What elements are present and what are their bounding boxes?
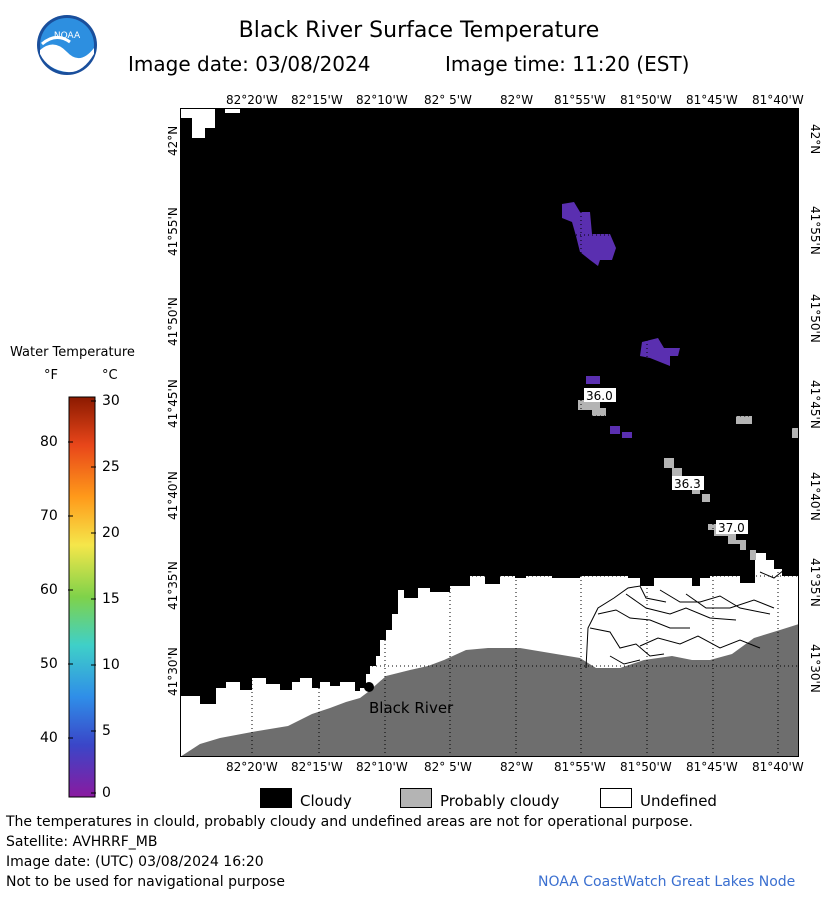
lat-label: 41°45'N	[808, 380, 822, 429]
c-tick: 15	[102, 591, 120, 607]
lon-label: 81°50'W	[620, 93, 672, 107]
lon-label: 82°W	[500, 760, 534, 774]
cold-water-area	[562, 202, 680, 438]
lat-label: 41°55'N	[166, 207, 180, 256]
f-tick: 40	[40, 730, 58, 746]
disclaimer-note: The temperatures in clould, probably clo…	[6, 814, 693, 830]
graticule	[180, 108, 799, 757]
lon-label: 82°10'W	[356, 93, 408, 107]
contour-label-bg	[716, 520, 748, 534]
contour-labels: 36.0 36.3 37.0	[584, 388, 748, 535]
lon-label: 82°20'W	[226, 760, 278, 774]
image-date: Image date: 03/08/2024	[128, 52, 371, 76]
lat-label: 41°35'N	[166, 561, 180, 610]
cloud-area	[180, 108, 799, 704]
lon-label: 81°45'W	[686, 760, 738, 774]
contour-label: 36.0	[586, 389, 613, 403]
cloudy-swatch	[260, 788, 292, 808]
map-frame	[180, 108, 799, 757]
f-tick: 80	[40, 434, 58, 450]
lat-label: 41°55'N	[808, 206, 822, 255]
contour-label-bg	[672, 476, 704, 490]
c-tick: 5	[102, 723, 111, 739]
probably-cloudy-swatch	[400, 788, 432, 808]
credit-link[interactable]: NOAA CoastWatch Great Lakes Node	[538, 874, 796, 890]
lon-label: 81°50'W	[620, 760, 672, 774]
unit-fahrenheit: °F	[44, 368, 58, 383]
c-tick: 0	[102, 785, 111, 801]
unit-celsius: °C	[102, 368, 118, 383]
black-river-marker	[364, 682, 374, 692]
lon-label: 81°40'W	[752, 760, 804, 774]
lat-label: 41°35'N	[808, 558, 822, 607]
lon-label: 81°40'W	[752, 93, 804, 107]
colorbar-title: Water Temperature	[10, 345, 135, 360]
lon-label: 81°55'W	[554, 93, 606, 107]
lon-label: 82°W	[500, 93, 534, 107]
lat-label: 42°N	[166, 125, 180, 156]
nav-warning: Not to be used for navigational purpose	[6, 874, 285, 890]
temperature-map: 36.0 36.3 37.0 Black River	[180, 108, 799, 757]
satellite-info: Satellite: AVHRRF_MB	[6, 834, 158, 850]
probably-cloudy-key-label: Probably cloudy	[440, 792, 560, 810]
lat-label: 42°N	[808, 124, 822, 155]
noaa-logo: NOAA	[36, 14, 98, 76]
lat-label: 41°50'N	[808, 294, 822, 343]
contour-label-bg	[584, 388, 616, 402]
lon-label: 82°20'W	[226, 93, 278, 107]
f-tick: 70	[40, 508, 58, 524]
logo-text: NOAA	[54, 31, 81, 41]
lon-label: 81°45'W	[686, 93, 738, 107]
isotherm-contours	[585, 407, 799, 669]
c-tick: 20	[102, 525, 120, 541]
black-river-label: Black River	[369, 699, 454, 717]
lat-label: 41°30'N	[166, 647, 180, 696]
lon-label: 82°10'W	[356, 760, 408, 774]
c-tick: 30	[102, 393, 120, 409]
undefined-key-label: Undefined	[640, 792, 717, 810]
lat-label: 41°45'N	[166, 379, 180, 428]
undefined-swatch	[600, 788, 632, 808]
lon-label: 81°55'W	[554, 760, 606, 774]
contour-label: 37.0	[718, 521, 745, 535]
lon-label: 82°15'W	[291, 93, 343, 107]
contour-label: 36.3	[674, 477, 701, 491]
colorbar	[68, 396, 96, 798]
lat-label: 41°40'N	[808, 472, 822, 521]
lat-label: 41°50'N	[166, 297, 180, 346]
cloudy-key-label: Cloudy	[300, 792, 352, 810]
page-title: Black River Surface Temperature	[238, 18, 600, 43]
lat-label: 41°30'N	[808, 644, 822, 693]
lon-label: 82° 5'W	[424, 93, 472, 107]
lat-label: 41°40'N	[166, 471, 180, 520]
c-tick: 10	[102, 657, 120, 673]
lon-label: 82°15'W	[291, 760, 343, 774]
image-time: Image time: 11:20 (EST)	[445, 52, 690, 76]
f-tick: 60	[40, 582, 58, 598]
utc-date: Image date: (UTC) 03/08/2024 16:20	[6, 854, 264, 870]
f-tick: 50	[40, 656, 58, 672]
lon-label: 82° 5'W	[424, 760, 472, 774]
c-tick: 25	[102, 459, 120, 475]
land-area	[180, 624, 799, 757]
